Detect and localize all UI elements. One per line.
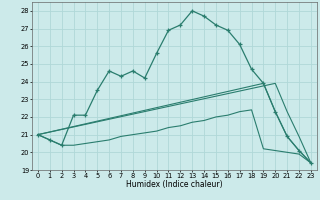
X-axis label: Humidex (Indice chaleur): Humidex (Indice chaleur) (126, 180, 223, 189)
